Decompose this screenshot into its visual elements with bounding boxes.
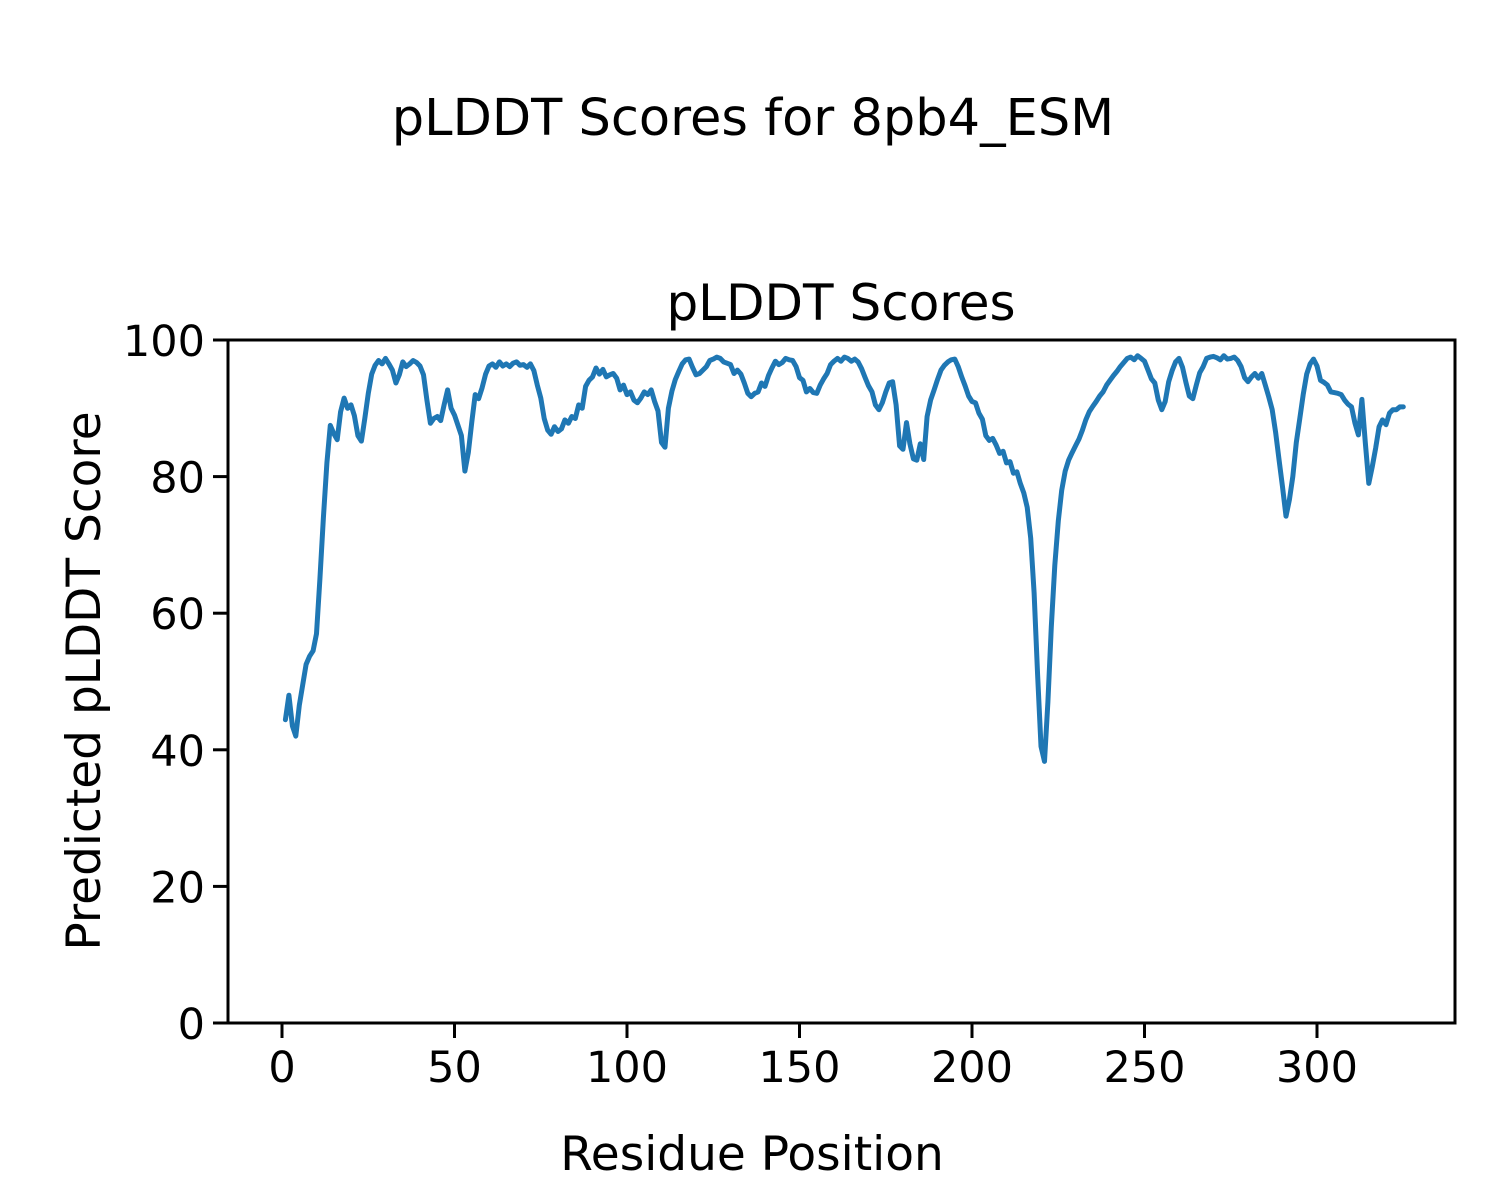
y-tick-label: 100 (123, 317, 205, 367)
x-tick-label: 250 (1103, 1043, 1185, 1093)
y-tick-label: 80 (150, 454, 205, 504)
y-tick-label: 0 (178, 1000, 205, 1050)
y-tick-label: 60 (150, 590, 205, 640)
x-tick-label: 300 (1276, 1043, 1358, 1093)
plddt-line (282, 353, 1406, 764)
x-tick-label: 150 (758, 1043, 840, 1093)
x-tick-label: 200 (931, 1043, 1013, 1093)
axes-title: pLDDT Scores (666, 274, 1015, 332)
plddt-series (282, 353, 1406, 764)
x-tick-label: 100 (586, 1043, 668, 1093)
y-axis-label: Predicted pLDDT Score (57, 411, 112, 950)
x-tick-label: 0 (268, 1043, 295, 1093)
figure-title: pLDDT Scores for 8pb4_ESM (392, 89, 1114, 148)
y-tick-label: 40 (150, 727, 205, 777)
y-axis-ticks: 0 20 40 60 80 100 (123, 317, 228, 1050)
plot-area (226, 338, 1457, 1025)
x-axis-label: Residue Position (560, 1127, 943, 1182)
x-axis-ticks: 0 50 100 150 200 250 300 (268, 1023, 1358, 1093)
x-tick-label: 50 (427, 1043, 482, 1093)
y-tick-label: 20 (150, 863, 205, 913)
